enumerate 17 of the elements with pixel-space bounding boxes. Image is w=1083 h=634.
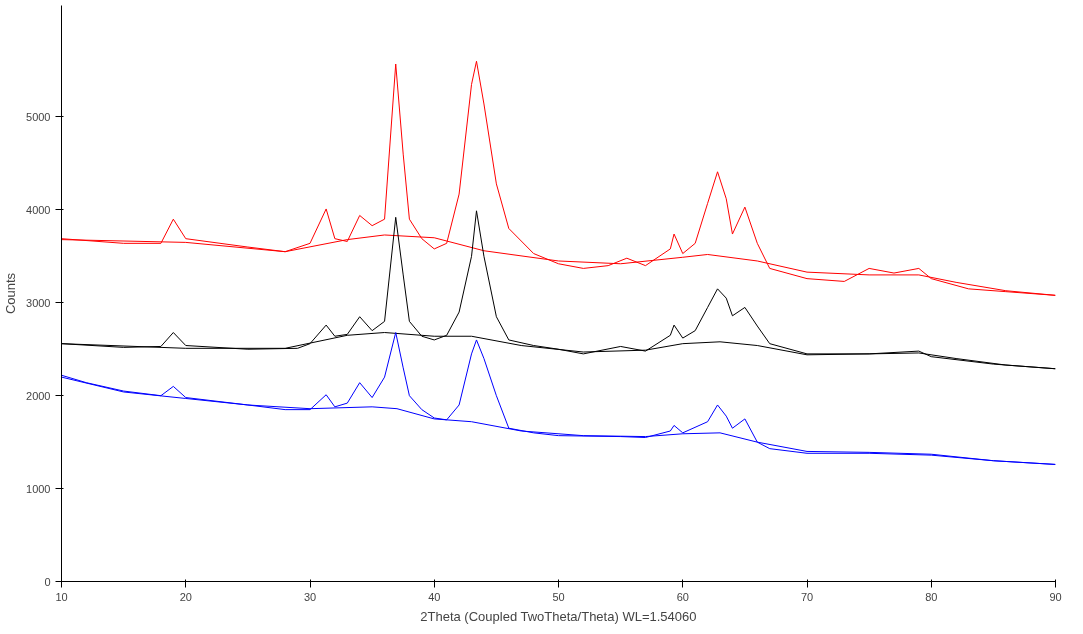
x-tick-label: 70 <box>800 590 814 603</box>
y-tick-label: 5000 <box>26 110 51 123</box>
x-tick-label: 50 <box>552 590 565 603</box>
y-tick-label: 4000 <box>26 203 51 216</box>
y-axis-title: Counts <box>3 272 19 315</box>
x-tick-label: 30 <box>303 590 317 603</box>
x-tick-label: 20 <box>179 590 192 603</box>
x-tick-label: 90 <box>1049 590 1062 603</box>
y-tick-label: 0 <box>44 575 51 588</box>
x-tick-label: 80 <box>925 590 938 603</box>
y-tick-label: 2000 <box>26 389 51 402</box>
y-tick-label: 1000 <box>26 482 51 495</box>
x-tick-label: 10 <box>55 590 68 603</box>
x-axis-title: 2Theta (Coupled TwoTheta/Theta) WL=1.54060 <box>420 608 697 624</box>
y-tick-label: 3000 <box>26 296 51 309</box>
x-tick-label: 40 <box>428 590 441 603</box>
x-tick-label: 60 <box>676 590 689 603</box>
